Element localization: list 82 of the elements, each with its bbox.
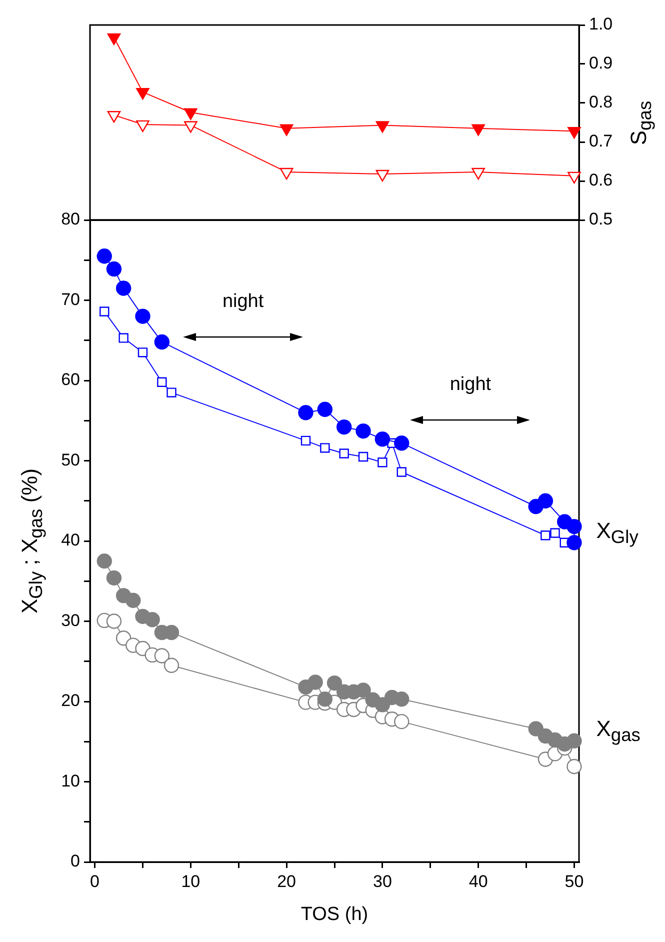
point (106, 570, 122, 586)
y-tick-label: 0.5 (589, 210, 613, 229)
y-tick-label: 30 (61, 610, 80, 630)
point (394, 435, 410, 451)
series-label: X$_{Gly}$ (596, 517, 638, 548)
point (164, 658, 180, 673)
x-axis-title: TOS (h) (300, 904, 368, 926)
x-tick-label: 20 (277, 872, 296, 891)
point (566, 535, 582, 550)
point (568, 126, 581, 139)
point (376, 170, 390, 182)
x-tick-label: 50 (564, 872, 584, 891)
point (568, 172, 581, 184)
point (100, 306, 110, 316)
point (157, 377, 167, 387)
point (336, 419, 352, 435)
y-tick-label: 20 (61, 691, 80, 710)
point (166, 388, 176, 398)
x-tick-label: 0 (90, 872, 100, 891)
y-tick-label: 50 (61, 450, 80, 470)
point (138, 348, 148, 358)
series-label: X$_{gas}$ (596, 716, 640, 746)
y-tick-label: 0 (70, 852, 80, 871)
point (356, 423, 371, 439)
y-tick-label: 10 (61, 771, 80, 790)
y-tick-label: 40 (61, 530, 80, 550)
point (358, 452, 368, 462)
point (356, 682, 371, 698)
point (378, 458, 388, 468)
y-tick-label: 0.7 (589, 132, 613, 151)
point (107, 33, 121, 46)
x-tick-label: 40 (468, 872, 488, 891)
point (280, 168, 294, 180)
point (540, 530, 550, 540)
point (396, 467, 406, 477)
point (317, 402, 333, 417)
point (118, 333, 128, 343)
point (144, 612, 160, 628)
point (394, 714, 410, 730)
point (320, 443, 330, 453)
point (566, 733, 582, 748)
point (298, 405, 314, 420)
annotation: night (450, 374, 492, 396)
point (374, 431, 390, 447)
x-tick-label: 10 (181, 872, 200, 891)
point (184, 121, 198, 133)
point (280, 124, 294, 136)
point (472, 168, 485, 180)
point (136, 88, 150, 100)
point (116, 280, 132, 296)
point (566, 758, 582, 774)
point (154, 648, 170, 664)
point (300, 436, 311, 446)
y-tick-label: 0.9 (589, 54, 613, 73)
point (136, 120, 150, 132)
annotation: night (222, 290, 264, 313)
point (326, 675, 342, 691)
y-tick-label: 80 (61, 210, 80, 229)
point (550, 528, 560, 538)
point (107, 110, 121, 123)
point (308, 674, 323, 690)
point (394, 691, 410, 707)
x-tick-label: 30 (372, 872, 392, 891)
point (472, 124, 485, 136)
point (376, 121, 390, 133)
y-tick-label: 1.0 (589, 14, 613, 34)
y-tick-label: 60 (61, 370, 80, 390)
y-tick-label: 0.8 (589, 92, 613, 112)
point (96, 248, 112, 264)
point (135, 308, 150, 324)
point (154, 334, 170, 350)
point (96, 553, 112, 569)
point (106, 614, 122, 629)
point (339, 448, 349, 458)
point (126, 592, 141, 608)
point (538, 493, 554, 508)
point (184, 108, 198, 120)
point (566, 518, 582, 534)
y-tick-label: 70 (61, 290, 80, 309)
y-tick-label: 0.6 (589, 170, 613, 190)
point (317, 691, 333, 707)
point (106, 261, 122, 277)
